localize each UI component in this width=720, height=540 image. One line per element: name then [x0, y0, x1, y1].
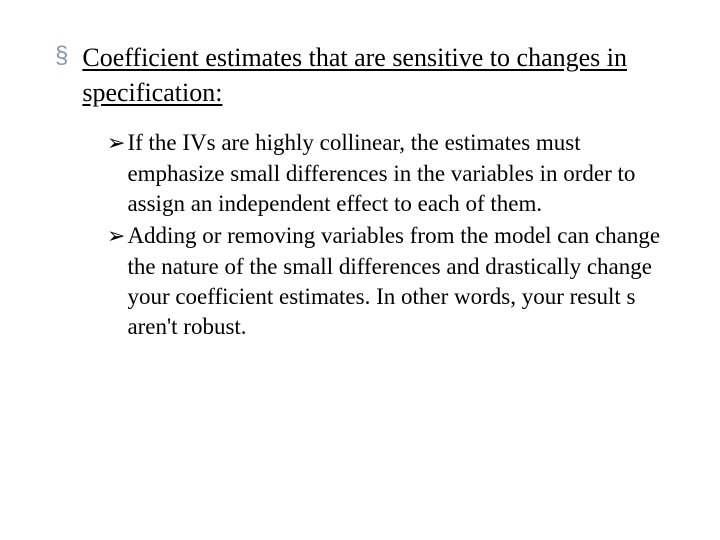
list-item: ➢ If the IVs are highly collinear, the e… — [107, 128, 665, 219]
list-item: ➢ Adding or removing variables from the … — [107, 221, 665, 342]
list-item-text: Adding or removing variables from the mo… — [127, 221, 665, 342]
arrow-bullet-icon: ➢ — [107, 128, 125, 158]
list-item-text: If the IVs are highly collinear, the est… — [127, 128, 665, 219]
section-heading-row: § Coefficient estimates that are sensiti… — [55, 40, 665, 110]
section-bullet-icon: § — [55, 40, 68, 72]
arrow-bullet-icon: ➢ — [107, 221, 125, 251]
sub-bullet-list: ➢ If the IVs are highly collinear, the e… — [107, 128, 665, 343]
section-title: Coefficient estimates that are sensitive… — [82, 40, 665, 110]
